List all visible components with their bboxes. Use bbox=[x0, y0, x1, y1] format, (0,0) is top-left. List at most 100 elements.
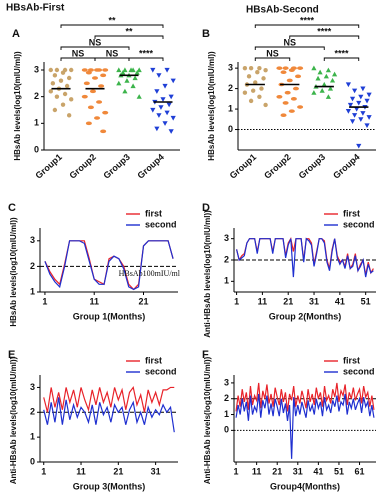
y-axis-label: HBsAb levels(log10(mIU/ml)) bbox=[9, 217, 18, 327]
dot bbox=[325, 67, 331, 73]
dot bbox=[248, 98, 254, 104]
significance-label: NS bbox=[106, 48, 119, 58]
dot bbox=[100, 73, 107, 78]
dot bbox=[100, 129, 107, 134]
dot bbox=[263, 67, 268, 73]
dot bbox=[132, 75, 138, 81]
dot bbox=[288, 68, 295, 72]
y-tick-label: 0 bbox=[228, 124, 233, 134]
x-tick-label: 51 bbox=[334, 466, 344, 476]
x-tick-label: 61 bbox=[355, 466, 365, 476]
dot bbox=[136, 67, 142, 73]
y-tick-label: 1 bbox=[224, 276, 229, 286]
dot bbox=[288, 109, 295, 113]
dot bbox=[150, 67, 156, 73]
y-axis-label: Anti-HBsAb levels(log10(mIU/ml)) bbox=[9, 356, 18, 484]
legend-label: second bbox=[145, 219, 177, 229]
significance-bracket bbox=[94, 35, 164, 39]
series-line bbox=[235, 237, 374, 278]
dot bbox=[69, 97, 74, 102]
x-tick-label: 1 bbox=[234, 466, 239, 476]
dot bbox=[280, 70, 287, 75]
y-tick-label: 3 bbox=[30, 235, 35, 245]
dot bbox=[154, 89, 160, 94]
dot bbox=[54, 67, 60, 73]
x-tick-label: Group1 bbox=[33, 152, 63, 181]
x-tick-label: 31 bbox=[151, 466, 161, 476]
panel-title: HBsAb-Second bbox=[246, 5, 319, 16]
significance-bracket bbox=[254, 46, 325, 50]
x-axis-label: Group 3(Months) bbox=[73, 481, 146, 491]
dot bbox=[280, 113, 287, 118]
significance-bracket bbox=[94, 57, 130, 61]
series-line bbox=[43, 397, 175, 433]
y-tick-label: 1 bbox=[224, 409, 229, 419]
dot bbox=[122, 88, 128, 94]
dot bbox=[60, 70, 66, 75]
dot bbox=[347, 102, 354, 108]
dot bbox=[64, 83, 70, 89]
dot bbox=[311, 65, 317, 71]
x-tick-label: 31 bbox=[309, 296, 319, 306]
significance-label: **** bbox=[300, 15, 315, 25]
x-tick-label: Group3 bbox=[101, 152, 131, 181]
y-tick-label: 3 bbox=[224, 377, 229, 387]
dot bbox=[242, 65, 248, 71]
dot bbox=[354, 106, 360, 112]
dot bbox=[52, 107, 58, 113]
significance-label: NS bbox=[266, 48, 279, 58]
significance-label: NS bbox=[283, 37, 296, 47]
dot bbox=[85, 121, 92, 126]
significance-label: NS bbox=[72, 48, 85, 58]
dot bbox=[170, 78, 176, 84]
x-tick-label: 31 bbox=[293, 466, 303, 476]
x-tick-label: 1 bbox=[42, 296, 47, 306]
dot bbox=[253, 80, 258, 85]
y-tick-label: 2 bbox=[30, 261, 35, 271]
dot bbox=[345, 82, 351, 88]
y-tick-label: 2 bbox=[30, 407, 35, 417]
dot bbox=[83, 81, 90, 86]
panel-letter: A bbox=[12, 28, 20, 40]
dot bbox=[282, 66, 289, 70]
legend-label: second bbox=[145, 366, 177, 376]
y-tick-label: 2 bbox=[224, 393, 229, 403]
dot bbox=[364, 98, 370, 104]
dot bbox=[292, 86, 299, 91]
significance-bracket bbox=[60, 24, 164, 28]
x-tick-label: 11 bbox=[89, 296, 99, 306]
y-tick-label: 3 bbox=[30, 382, 35, 392]
significance-label: ** bbox=[125, 26, 133, 36]
panel-title: HBsAb-First bbox=[6, 3, 65, 14]
dot bbox=[242, 90, 248, 95]
y-axis-label: Anti-HBsAb levels(log10(mIU/ml)) bbox=[203, 356, 212, 484]
panel-letter: C bbox=[8, 202, 16, 214]
x-axis-label: Group 1(Months) bbox=[73, 311, 146, 321]
legend-label: second bbox=[343, 219, 375, 229]
dot bbox=[327, 86, 334, 91]
x-tick-label: 11 bbox=[252, 466, 262, 476]
dot bbox=[69, 67, 74, 73]
y-axis-label: HBsAb levels(log10(mIU/ml)) bbox=[13, 51, 22, 161]
dot bbox=[276, 94, 283, 99]
series-line bbox=[43, 386, 175, 413]
y-axis-label: Anti-HBsAb levels(log10(mIU/ml)) bbox=[203, 210, 212, 338]
dot bbox=[290, 97, 297, 101]
dot bbox=[102, 68, 109, 72]
x-tick-label: Group2 bbox=[67, 152, 97, 181]
series-line bbox=[235, 237, 374, 276]
dot bbox=[321, 81, 327, 87]
dot bbox=[98, 84, 105, 88]
dot bbox=[162, 83, 168, 89]
y-tick-label: 0 bbox=[34, 144, 39, 154]
y-tick-label: 2 bbox=[228, 83, 233, 93]
x-tick-label: 41 bbox=[313, 466, 323, 476]
y-axis-label: HBsAb levels(log10(mIU/ml)) bbox=[207, 51, 216, 161]
significance-bracket bbox=[289, 35, 360, 39]
significance-bracket bbox=[60, 57, 96, 61]
dot bbox=[317, 69, 323, 75]
dot bbox=[158, 105, 164, 110]
significance-bracket bbox=[254, 57, 291, 61]
